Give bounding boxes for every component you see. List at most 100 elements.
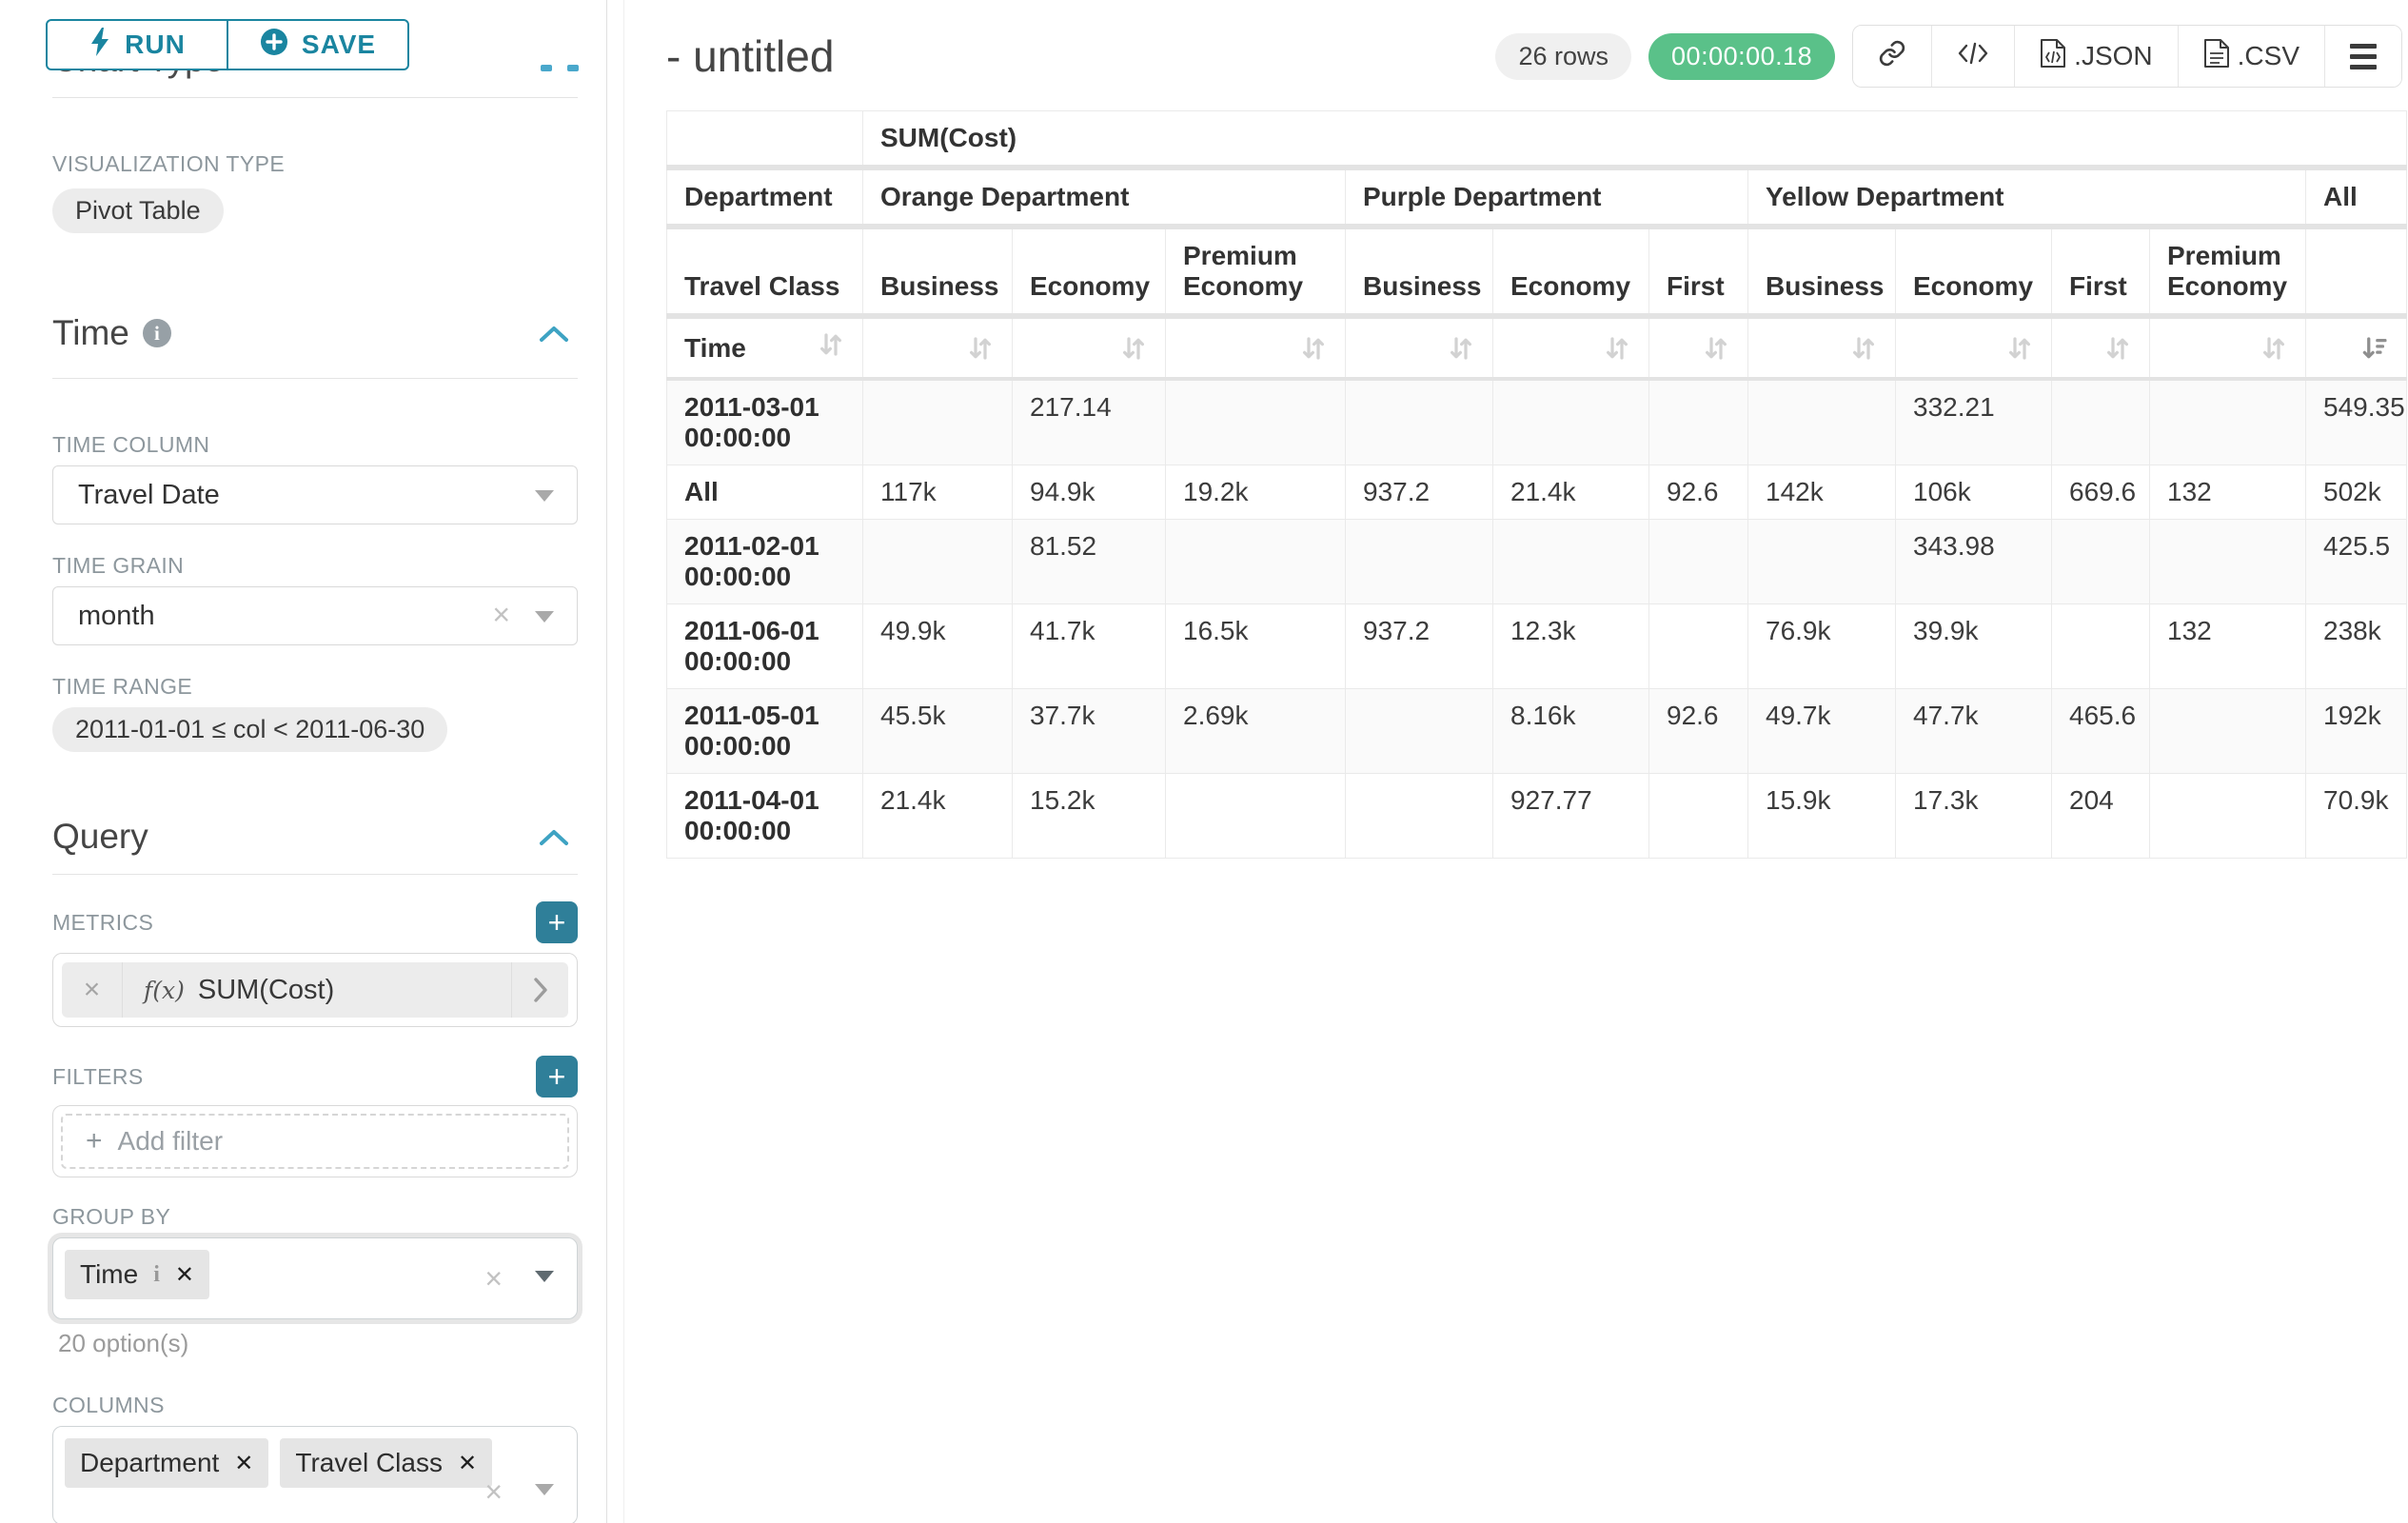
- sort-icon[interactable]: [817, 330, 845, 366]
- run-button[interactable]: RUN: [46, 19, 228, 70]
- value-cell: 549.35: [2306, 379, 2407, 465]
- value-cell: 12.3k: [1493, 604, 1649, 689]
- link-icon: [1878, 39, 1906, 74]
- value-cell: [1748, 520, 1896, 604]
- metric-name: SUM(Cost): [198, 975, 334, 1006]
- sort-icon[interactable]: [2167, 334, 2288, 363]
- visualization-type-label: VISUALIZATION TYPE: [52, 151, 578, 177]
- row-dim-header[interactable]: Time: [667, 316, 863, 379]
- table-row: 2011-03-01 00:00:00217.14332.21549.35: [667, 379, 2407, 465]
- sort-header-cell[interactable]: [1493, 316, 1649, 379]
- menu-button[interactable]: [2324, 26, 2401, 87]
- value-cell: 132: [2150, 604, 2306, 689]
- export-json-button[interactable]: .JSON: [2014, 26, 2177, 87]
- export-csv-button[interactable]: .CSV: [2178, 26, 2324, 87]
- value-cell: 92.6: [1649, 689, 1748, 774]
- sort-header-cell-all[interactable]: [2306, 316, 2407, 379]
- chevron-right-icon[interactable]: [511, 962, 568, 1018]
- option-chip[interactable]: Department ✕: [65, 1438, 268, 1488]
- sort-icon[interactable]: [2069, 334, 2132, 363]
- value-cell: [1649, 604, 1748, 689]
- clear-icon[interactable]: ×: [484, 1476, 503, 1507]
- export-toolbar: .JSON .CSV: [1852, 25, 2402, 88]
- sort-icon[interactable]: [880, 334, 995, 363]
- value-cell: 21.4k: [1493, 465, 1649, 520]
- value-cell: 204: [2052, 774, 2150, 859]
- chart-header: - untitled 26 rows 00:00:00.18 .JSON: [624, 0, 2408, 88]
- lightning-icon: [89, 28, 111, 63]
- plus-circle-icon: [260, 28, 288, 63]
- chip-label: Department: [80, 1448, 219, 1478]
- row-label: 2011-06-01 00:00:00: [667, 604, 863, 689]
- value-cell: 8.16k: [1493, 689, 1649, 774]
- sort-icon[interactable]: [1030, 334, 1148, 363]
- chip-label: Travel Class: [295, 1448, 443, 1478]
- sort-icon[interactable]: [1913, 334, 2034, 363]
- value-cell: 343.98: [1896, 520, 2052, 604]
- sort-header-cell[interactable]: [1166, 316, 1346, 379]
- add-filter-plus-button[interactable]: +: [536, 1056, 578, 1098]
- clear-icon[interactable]: ×: [492, 600, 510, 630]
- option-chip[interactable]: Travel Class ✕: [280, 1438, 492, 1488]
- sort-icon[interactable]: [1510, 334, 1631, 363]
- value-cell: [2150, 774, 2306, 859]
- sort-header-cell[interactable]: [863, 316, 1013, 379]
- sort-icon[interactable]: [1766, 334, 1878, 363]
- travel-class-header: Business: [1748, 227, 1896, 316]
- clear-icon[interactable]: ×: [484, 1263, 503, 1294]
- plus-icon: +: [86, 1125, 103, 1157]
- value-cell: 49.7k: [1748, 689, 1896, 774]
- json-file-icon: [2040, 38, 2066, 75]
- info-icon: i: [143, 319, 171, 347]
- remove-metric-icon[interactable]: ×: [62, 962, 123, 1018]
- department-group-header: Purple Department: [1346, 168, 1748, 227]
- sort-icon[interactable]: [1363, 334, 1475, 363]
- time-section-header[interactable]: Time i: [52, 313, 578, 353]
- metric-pill[interactable]: × f(x) SUM(Cost): [62, 962, 568, 1018]
- sort-header-cell[interactable]: [1748, 316, 1896, 379]
- csv-file-icon: [2203, 38, 2230, 75]
- time-column-select[interactable]: Travel Date: [52, 465, 578, 524]
- row-label: 2011-04-01 00:00:00: [667, 774, 863, 859]
- option-chip[interactable]: Timei✕: [65, 1250, 209, 1299]
- sort-desc-icon[interactable]: [2323, 334, 2389, 363]
- panel-gutter[interactable]: [608, 0, 624, 1523]
- value-cell: 425.5: [2306, 520, 2407, 604]
- sort-header-cell[interactable]: [2052, 316, 2150, 379]
- value-cell: [1166, 774, 1346, 859]
- chart-title[interactable]: - untitled: [666, 30, 834, 82]
- time-grain-select[interactable]: month ×: [52, 586, 578, 645]
- sort-header-cell[interactable]: [1346, 316, 1493, 379]
- code-icon: [1957, 40, 1989, 73]
- chevron-up-icon[interactable]: [538, 313, 570, 353]
- sort-header-cell[interactable]: [1649, 316, 1748, 379]
- value-cell: 106k: [1896, 465, 2052, 520]
- travel-class-header: Business: [863, 227, 1013, 316]
- col-dim-label: Department: [667, 168, 863, 227]
- value-cell: [2052, 604, 2150, 689]
- sort-header-cell[interactable]: [1013, 316, 1166, 379]
- add-metric-button[interactable]: +: [536, 901, 578, 943]
- remove-chip-icon[interactable]: ✕: [234, 1450, 253, 1477]
- columns-select[interactable]: Department ✕ Travel Class ✕ ×: [52, 1426, 578, 1523]
- value-cell: [1748, 379, 1896, 465]
- sort-icon[interactable]: [1667, 334, 1730, 363]
- chevron-up-icon[interactable]: [538, 817, 570, 857]
- sort-icon[interactable]: [1183, 334, 1328, 363]
- visualization-type-pill[interactable]: Pivot Table: [52, 188, 224, 233]
- remove-chip-icon[interactable]: ✕: [175, 1261, 194, 1289]
- value-cell: 15.9k: [1748, 774, 1896, 859]
- value-cell: [1346, 379, 1493, 465]
- sort-header-cell[interactable]: [1896, 316, 2052, 379]
- group-by-select[interactable]: Timei✕ ×: [52, 1237, 578, 1319]
- view-query-button[interactable]: [1931, 26, 2014, 87]
- add-filter-button[interactable]: + Add filter: [61, 1114, 569, 1169]
- time-range-pill[interactable]: 2011-01-01 ≤ col < 2011-06-30: [52, 707, 447, 752]
- sort-header-cell[interactable]: [2150, 316, 2306, 379]
- value-cell: 49.9k: [863, 604, 1013, 689]
- share-link-button[interactable]: [1853, 26, 1931, 87]
- remove-chip-icon[interactable]: ✕: [458, 1450, 477, 1477]
- divider: [52, 378, 578, 379]
- query-section-header[interactable]: Query: [52, 817, 578, 857]
- save-button[interactable]: SAVE: [227, 19, 409, 70]
